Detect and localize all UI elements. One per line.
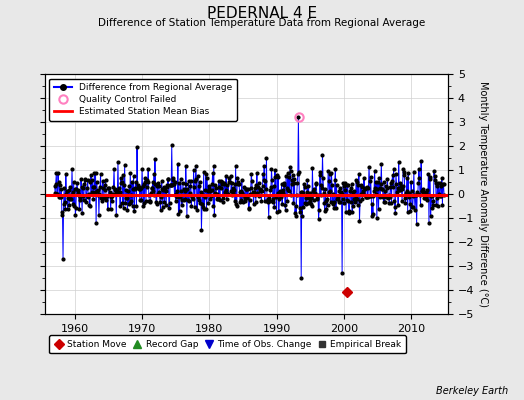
Text: Berkeley Earth: Berkeley Earth [436,386,508,396]
Text: PEDERNAL 4 E: PEDERNAL 4 E [207,6,317,21]
Legend: Difference from Regional Average, Quality Control Failed, Estimated Station Mean: Difference from Regional Average, Qualit… [49,78,237,121]
Legend: Station Move, Record Gap, Time of Obs. Change, Empirical Break: Station Move, Record Gap, Time of Obs. C… [49,336,406,354]
Y-axis label: Monthly Temperature Anomaly Difference (°C): Monthly Temperature Anomaly Difference (… [478,81,488,307]
Text: Difference of Station Temperature Data from Regional Average: Difference of Station Temperature Data f… [99,18,425,28]
